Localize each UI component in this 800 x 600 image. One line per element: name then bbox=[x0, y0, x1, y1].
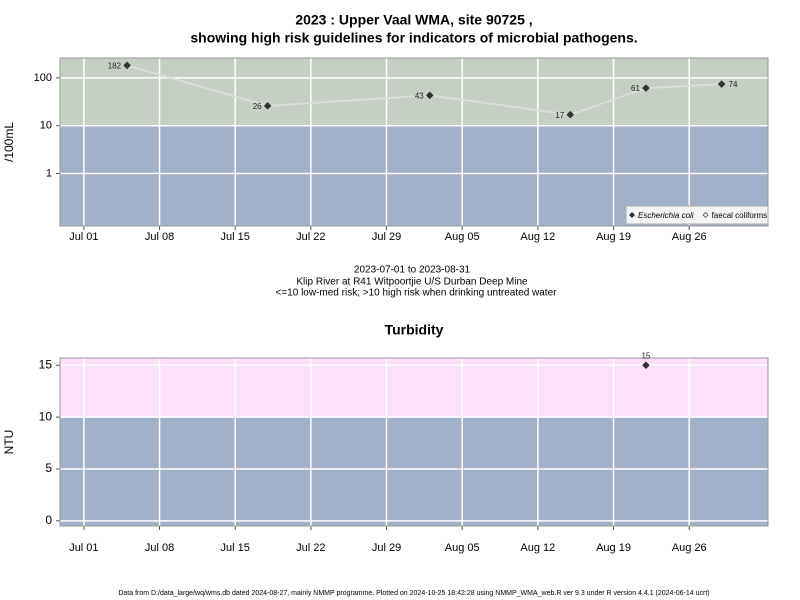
x-tick-label: Jul 01 bbox=[69, 542, 98, 554]
subtitle: Klip River at R41 Witpoortjie U/S Durban… bbox=[296, 277, 528, 288]
y-tick-label: 0 bbox=[45, 513, 52, 527]
y-axis-label: /100mL bbox=[2, 122, 16, 162]
chart-title: 2023 : Upper Vaal WMA, site 90725 , bbox=[295, 12, 532, 28]
band-high bbox=[60, 358, 768, 418]
legend-marker bbox=[629, 212, 635, 218]
x-tick-label: Aug 19 bbox=[596, 542, 631, 554]
y-tick-label: 100 bbox=[34, 72, 52, 84]
y-tick-label: 5 bbox=[45, 461, 52, 475]
x-tick-label: Jul 08 bbox=[145, 231, 174, 243]
x-tick-label: Jul 08 bbox=[145, 542, 174, 554]
x-tick-label: Aug 26 bbox=[672, 231, 707, 243]
data-label: 15 bbox=[641, 351, 650, 360]
plot-frame bbox=[59, 57, 769, 227]
chart-title: Turbidity bbox=[385, 322, 444, 338]
y-tick-label: 10 bbox=[39, 409, 53, 423]
data-label: 17 bbox=[555, 111, 564, 120]
plot-frame bbox=[59, 357, 769, 527]
data-label: 182 bbox=[108, 62, 122, 71]
legend-label: Escherichia coli bbox=[638, 211, 694, 220]
data-point bbox=[642, 84, 650, 92]
y-tick-label: 10 bbox=[40, 120, 52, 132]
x-tick-label: Aug 05 bbox=[445, 542, 480, 554]
x-tick-label: Jul 22 bbox=[296, 231, 325, 243]
y-tick-label: 15 bbox=[39, 357, 53, 371]
band-high bbox=[60, 58, 768, 126]
footer: Data from D:/data_large/wq/wms.db dated … bbox=[118, 590, 709, 597]
subtitle: <=10 low-med risk; >10 high risk when dr… bbox=[276, 288, 558, 299]
x-tick-label: Aug 26 bbox=[672, 542, 707, 554]
x-tick-label: Aug 12 bbox=[520, 231, 555, 243]
data-point bbox=[566, 110, 575, 119]
x-tick-label: Jul 15 bbox=[221, 542, 250, 554]
data-point bbox=[717, 80, 726, 88]
subtitle: 2023-07-01 to 2023-08-31 bbox=[354, 265, 471, 276]
data-label: 74 bbox=[729, 80, 738, 89]
series-line bbox=[126, 64, 722, 116]
data-label: 43 bbox=[415, 91, 424, 100]
x-tick-label: Jul 22 bbox=[296, 542, 325, 554]
band-low bbox=[60, 417, 768, 526]
legend-label: faecal coliforms bbox=[712, 211, 768, 220]
legend-box bbox=[625, 205, 769, 225]
x-tick-label: Aug 12 bbox=[520, 542, 555, 554]
chart-title: showing high risk guidelines for indicat… bbox=[190, 30, 637, 46]
x-tick-label: Jul 15 bbox=[221, 231, 250, 243]
legend-marker bbox=[702, 212, 709, 218]
data-point bbox=[123, 61, 131, 70]
data-point bbox=[263, 101, 272, 110]
y-tick-label: 1 bbox=[46, 167, 52, 179]
x-tick-label: Jul 29 bbox=[372, 542, 401, 554]
x-tick-label: Jul 01 bbox=[69, 231, 98, 243]
data-label: 26 bbox=[253, 102, 262, 111]
data-point bbox=[642, 361, 650, 370]
data-label: 61 bbox=[631, 84, 640, 93]
x-tick-label: Jul 29 bbox=[372, 231, 401, 243]
x-tick-label: Aug 05 bbox=[445, 231, 480, 243]
data-point bbox=[425, 91, 434, 100]
y-axis-label: NTU bbox=[2, 430, 16, 455]
x-tick-label: Aug 19 bbox=[596, 231, 631, 243]
